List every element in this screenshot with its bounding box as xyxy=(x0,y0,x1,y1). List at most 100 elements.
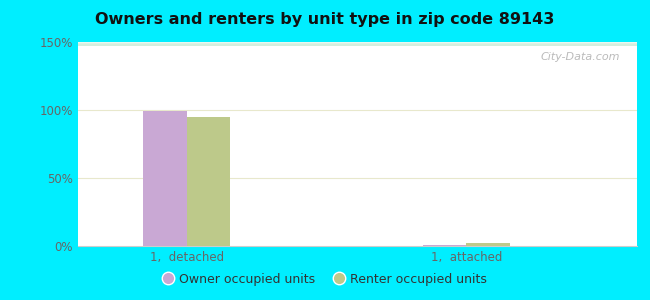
Bar xyxy=(78,43,637,45)
Bar xyxy=(78,43,637,45)
Bar xyxy=(78,43,637,45)
Bar xyxy=(78,44,637,46)
Bar xyxy=(78,43,637,44)
Bar xyxy=(78,43,637,45)
Bar xyxy=(78,44,637,46)
Bar xyxy=(78,44,637,45)
Bar xyxy=(78,43,637,45)
Bar xyxy=(78,44,637,46)
Bar xyxy=(143,111,187,246)
Bar xyxy=(78,43,637,45)
Bar xyxy=(78,44,637,46)
Bar xyxy=(78,43,637,45)
Bar xyxy=(422,244,466,246)
Bar xyxy=(78,43,637,45)
Bar xyxy=(78,43,637,45)
Bar xyxy=(78,44,637,46)
Bar xyxy=(78,44,637,46)
Bar xyxy=(78,42,637,44)
Bar xyxy=(78,42,637,44)
Bar xyxy=(78,44,637,46)
Bar xyxy=(78,44,637,46)
Bar xyxy=(78,43,637,44)
Bar xyxy=(78,42,637,44)
Bar xyxy=(78,43,637,45)
Bar xyxy=(78,42,637,44)
Text: City-Data.com: City-Data.com xyxy=(541,52,620,62)
Bar xyxy=(78,42,637,44)
Bar xyxy=(78,44,637,46)
Bar xyxy=(78,42,637,44)
Bar xyxy=(78,43,637,45)
Bar xyxy=(78,43,637,45)
Bar xyxy=(78,43,637,45)
Bar xyxy=(78,43,637,44)
Bar xyxy=(78,43,637,45)
Bar xyxy=(78,43,637,45)
Bar xyxy=(78,43,637,45)
Bar xyxy=(78,42,637,44)
Bar xyxy=(78,44,637,46)
Bar xyxy=(78,44,637,46)
Bar xyxy=(78,43,637,45)
Bar xyxy=(78,42,637,44)
Bar xyxy=(78,44,637,46)
Bar xyxy=(78,42,637,44)
Bar xyxy=(78,44,637,46)
Bar xyxy=(78,43,637,45)
Bar xyxy=(78,44,637,46)
Bar xyxy=(78,43,637,45)
Bar xyxy=(78,43,637,45)
Bar xyxy=(78,42,637,44)
Bar xyxy=(78,43,637,45)
Bar xyxy=(78,44,637,46)
Bar xyxy=(78,44,637,45)
Bar xyxy=(78,44,637,46)
Bar xyxy=(78,44,637,46)
Bar xyxy=(78,43,637,45)
Bar xyxy=(78,44,637,46)
Bar xyxy=(78,43,637,45)
Bar xyxy=(78,43,637,45)
Bar xyxy=(78,43,637,45)
Bar xyxy=(78,44,637,46)
Bar xyxy=(78,42,637,44)
Legend: Owner occupied units, Renter occupied units: Owner occupied units, Renter occupied un… xyxy=(158,268,492,291)
Bar xyxy=(78,44,637,46)
Bar xyxy=(78,42,637,44)
Bar xyxy=(78,43,637,45)
Bar xyxy=(78,42,637,44)
Bar xyxy=(78,44,637,46)
Bar xyxy=(78,44,637,46)
Bar xyxy=(78,43,637,45)
Bar xyxy=(78,42,637,44)
Bar xyxy=(78,44,637,46)
Bar xyxy=(78,42,637,44)
Bar xyxy=(466,243,510,246)
Bar xyxy=(78,43,637,45)
Bar xyxy=(78,44,637,46)
Bar xyxy=(78,43,637,45)
Bar xyxy=(78,42,637,44)
Bar xyxy=(78,43,637,45)
Bar xyxy=(78,44,637,46)
Bar xyxy=(78,42,637,44)
Bar xyxy=(78,44,637,46)
Bar xyxy=(78,42,637,44)
Bar xyxy=(78,42,637,44)
Bar xyxy=(78,42,637,44)
Bar xyxy=(78,43,637,45)
Bar xyxy=(78,42,637,44)
Bar xyxy=(78,44,637,45)
Bar xyxy=(78,43,637,45)
Text: Owners and renters by unit type in zip code 89143: Owners and renters by unit type in zip c… xyxy=(96,12,554,27)
Bar xyxy=(78,44,637,46)
Bar xyxy=(78,43,637,45)
Bar xyxy=(78,43,637,45)
Bar xyxy=(78,44,637,46)
Bar xyxy=(78,43,637,45)
Bar xyxy=(78,42,637,44)
Bar xyxy=(78,43,637,45)
Bar xyxy=(78,44,637,46)
Bar xyxy=(187,117,230,246)
